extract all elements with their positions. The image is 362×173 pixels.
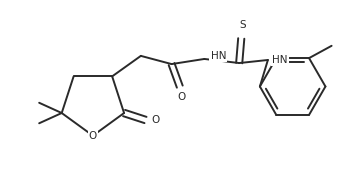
- Text: HN: HN: [272, 55, 287, 65]
- Text: O: O: [152, 115, 160, 125]
- Text: O: O: [178, 92, 186, 102]
- Text: O: O: [89, 131, 97, 141]
- Text: HN: HN: [211, 51, 226, 61]
- Text: S: S: [239, 20, 245, 30]
